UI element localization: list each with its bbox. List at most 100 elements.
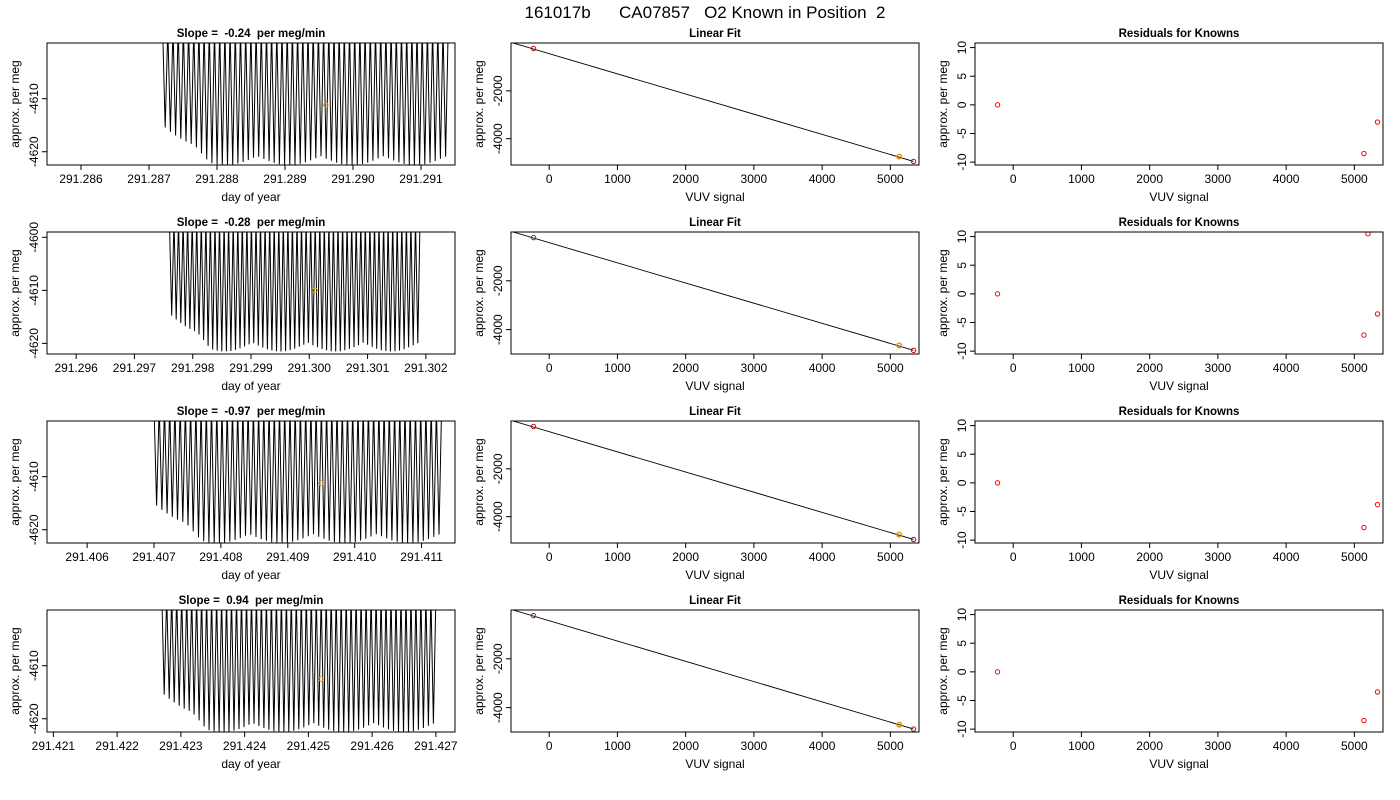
x-tick-label: 0 bbox=[546, 172, 553, 186]
data-trace bbox=[153, 421, 442, 543]
x-tick-label: 291.425 bbox=[287, 739, 331, 753]
x-axis-label: VUV signal bbox=[1149, 190, 1208, 204]
x-tick-label: 4000 bbox=[809, 550, 836, 564]
panel-title: Residuals for Knowns bbox=[1119, 217, 1240, 229]
y-tick-label: -2000 bbox=[491, 643, 505, 674]
data-trace bbox=[162, 43, 449, 165]
x-tick-label: 3000 bbox=[1205, 739, 1232, 753]
residual-point bbox=[1361, 332, 1367, 338]
x-tick-label: 1000 bbox=[604, 739, 631, 753]
x-tick-label: 291.424 bbox=[223, 739, 267, 753]
x-tick-label: 291.427 bbox=[414, 739, 458, 753]
plot-frame bbox=[974, 420, 1384, 544]
x-tick-label: 4000 bbox=[1273, 739, 1300, 753]
x-tick-label: 291.301 bbox=[346, 361, 390, 375]
x-tick-label: 291.286 bbox=[59, 172, 103, 186]
plot-area bbox=[512, 232, 917, 354]
plot-frame bbox=[974, 42, 1384, 166]
plot-frame bbox=[974, 231, 1384, 355]
data-point bbox=[530, 423, 537, 430]
y-tick-label: -4620 bbox=[27, 514, 41, 545]
panel-residuals-row-1 bbox=[970, 42, 1384, 170]
x-tick-label: 0 bbox=[546, 361, 553, 375]
x-tick-label: 3000 bbox=[1205, 172, 1232, 186]
x-tick-label: 0 bbox=[1010, 739, 1017, 753]
residual-point bbox=[1374, 501, 1381, 508]
data-point bbox=[530, 612, 537, 619]
y-axis-label: approx. per meg bbox=[936, 627, 950, 714]
panel-linear-fit-row-2 bbox=[506, 231, 920, 359]
x-tick-label: 0 bbox=[1010, 361, 1017, 375]
x-tick-label: 291.411 bbox=[400, 550, 443, 564]
x-tick-label: 5000 bbox=[877, 361, 904, 375]
x-tick-label: 291.287 bbox=[127, 172, 171, 186]
residual-point bbox=[1374, 689, 1381, 695]
y-tick-label: -4610 bbox=[27, 83, 41, 114]
x-axis-label: VUV signal bbox=[685, 190, 744, 204]
fit-line bbox=[512, 43, 914, 162]
x-tick-label: 1000 bbox=[1068, 739, 1095, 753]
x-tick-label: 1000 bbox=[604, 172, 631, 186]
panel-time-series-row-3 bbox=[42, 420, 456, 548]
y-tick-label: 10 bbox=[955, 419, 969, 433]
x-tick-label: 5000 bbox=[877, 172, 904, 186]
x-axis-label: VUV signal bbox=[1149, 379, 1208, 393]
x-tick-label: 1000 bbox=[1068, 550, 1095, 564]
data-point bbox=[910, 158, 917, 165]
x-tick-label: 3000 bbox=[1205, 361, 1232, 375]
panel-residuals-row-3 bbox=[970, 420, 1384, 548]
x-tick-label: 2000 bbox=[1136, 739, 1163, 753]
panel-title: Slope = -0.28 per meg/min bbox=[177, 217, 326, 229]
x-axis-label: day of year bbox=[221, 379, 280, 393]
x-tick-label: 4000 bbox=[809, 172, 836, 186]
y-tick-label: -10 bbox=[955, 342, 969, 360]
data-trace bbox=[169, 232, 421, 352]
x-tick-label: 5000 bbox=[1341, 361, 1368, 375]
mean-marker bbox=[323, 102, 329, 108]
panel-linear-fit-row-1 bbox=[506, 42, 920, 170]
x-axis-label: VUV signal bbox=[685, 568, 744, 582]
x-axis-label: VUV signal bbox=[1149, 568, 1208, 582]
panel-title: Slope = -0.24 per meg/min bbox=[177, 28, 326, 40]
y-tick-label: -4000 bbox=[491, 692, 505, 723]
x-tick-label: 291.421 bbox=[32, 739, 76, 753]
y-tick-label: -2000 bbox=[491, 265, 505, 296]
x-tick-label: 5000 bbox=[877, 739, 904, 753]
data-point bbox=[530, 234, 537, 241]
y-tick-label: 5 bbox=[955, 262, 969, 269]
x-axis-label: day of year bbox=[221, 757, 280, 771]
x-tick-label: 291.299 bbox=[229, 361, 273, 375]
x-tick-label: 291.426 bbox=[350, 739, 394, 753]
y-tick-label: 0 bbox=[955, 668, 969, 675]
residual-point bbox=[1374, 119, 1381, 125]
y-tick-label: 0 bbox=[955, 479, 969, 486]
y-tick-label: -5 bbox=[955, 695, 969, 706]
y-tick-label: -10 bbox=[955, 531, 969, 549]
x-axis-label: VUV signal bbox=[685, 757, 744, 771]
y-tick-label: -4610 bbox=[27, 650, 41, 681]
y-tick-label: 5 bbox=[955, 640, 969, 647]
plot-area bbox=[161, 610, 437, 732]
data-point bbox=[910, 347, 917, 354]
x-tick-label: 4000 bbox=[1273, 361, 1300, 375]
x-tick-label: 4000 bbox=[809, 361, 836, 375]
y-tick-label: 5 bbox=[955, 451, 969, 458]
y-tick-label: -4620 bbox=[27, 703, 41, 734]
y-tick-label: 5 bbox=[955, 73, 969, 80]
y-tick-label: 10 bbox=[955, 608, 969, 622]
panel-title: Linear Fit bbox=[689, 217, 741, 229]
plot-frame bbox=[46, 42, 456, 166]
y-tick-label: -10 bbox=[955, 720, 969, 738]
y-axis-label: approx. per meg bbox=[472, 60, 486, 147]
residual-point bbox=[994, 291, 1001, 297]
residual-point bbox=[1365, 232, 1371, 237]
residual-point bbox=[1361, 717, 1367, 724]
x-tick-label: 1000 bbox=[1068, 361, 1095, 375]
x-axis-label: day of year bbox=[221, 190, 280, 204]
panels: Slope = -0.24 per meg/min 291.286 291.287 2… bbox=[8, 28, 1384, 771]
highlight-point bbox=[896, 721, 903, 728]
plot-area bbox=[994, 669, 1381, 724]
residual-point bbox=[1361, 150, 1367, 157]
x-tick-label: 291.290 bbox=[331, 172, 375, 186]
